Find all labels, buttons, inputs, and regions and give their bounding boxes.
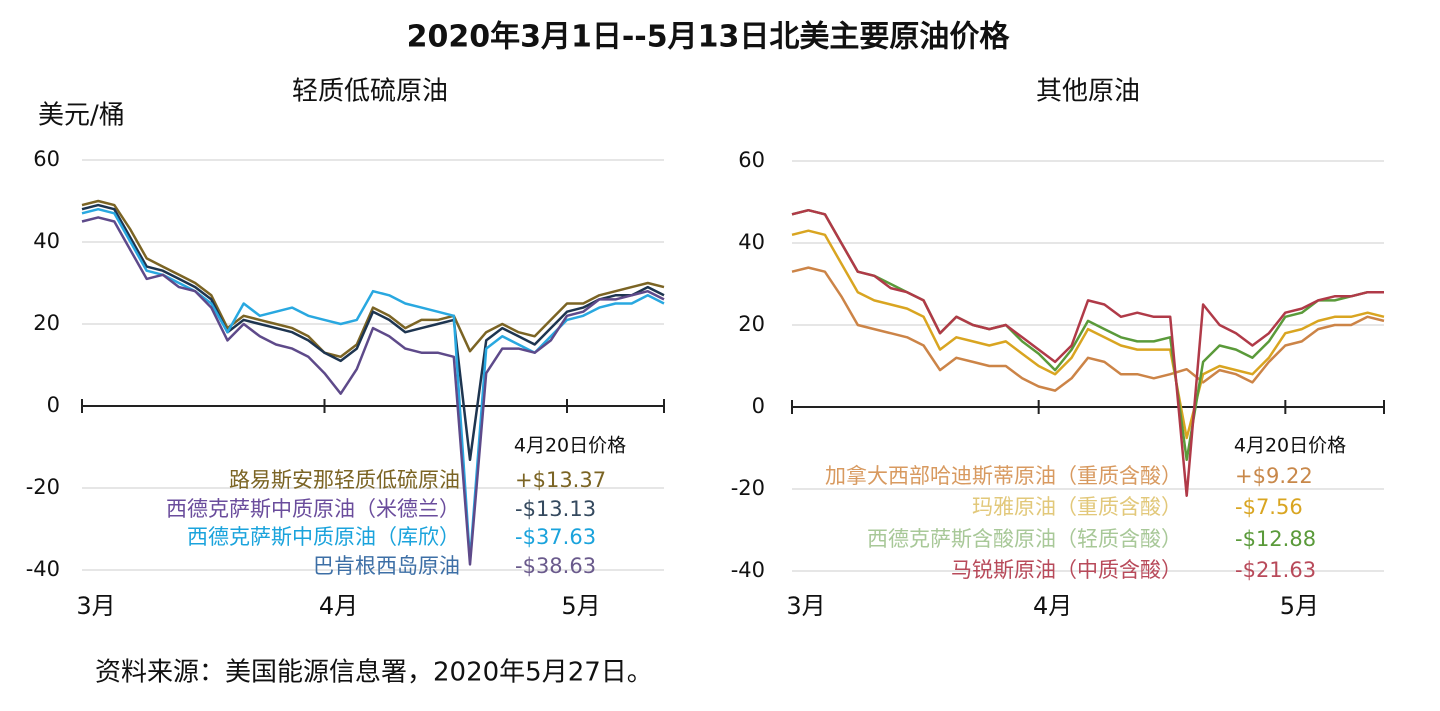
y-tick-label: 20: [33, 311, 60, 335]
legend-name: 西德克萨斯中质原油（库欣）: [187, 525, 460, 549]
legend-name: 西德克萨斯中质原油（米德兰）: [166, 497, 460, 521]
y-tick-label: -20: [731, 476, 765, 500]
annotation: 4月20日价格: [1234, 435, 1346, 457]
value-label: -$38.63: [515, 554, 596, 578]
y-tick-label: 0: [752, 394, 765, 418]
x-tick-label: 4月: [1033, 592, 1072, 620]
x-tick-label: 3月: [786, 592, 825, 620]
y-tick-label: -40: [731, 558, 765, 582]
value-label: +$13.37: [515, 468, 606, 492]
y-tick-label: 60: [738, 148, 765, 172]
x-tick-label: 5月: [1280, 592, 1319, 620]
source: 资料来源：美国能源信息署，2020年5月27日。: [95, 658, 653, 688]
series-line: [791, 229, 1385, 440]
x-tick-label: 4月: [319, 592, 358, 620]
y-tick-label: 20: [738, 312, 765, 336]
series-line: [81, 199, 665, 359]
y-tick-label: 40: [738, 230, 765, 254]
annotation: 4月20日价格: [514, 435, 626, 457]
value-label: -$7.56: [1235, 495, 1303, 519]
series-line: [791, 266, 1385, 392]
series-line: [791, 208, 1384, 462]
value-label: -$12.88: [1235, 527, 1316, 551]
value-label: -$37.63: [515, 525, 596, 549]
legend-name: 加拿大西部哈迪斯蒂原油（重质含酸）: [825, 464, 1182, 488]
series-line: [81, 216, 665, 566]
value-label: -$13.13: [515, 497, 596, 521]
series-line: [81, 203, 665, 462]
x-tick-label: 3月: [76, 592, 115, 620]
series-line: [791, 208, 1384, 497]
y-tick-label: 0: [47, 393, 60, 417]
chart-title: 轻质低硫原油: [292, 77, 448, 107]
series-line: [81, 207, 665, 562]
legend-name: 西德克萨斯含酸原油（轻质含酸）: [867, 527, 1182, 551]
legend-name: 巴肯根西岛原油: [313, 554, 460, 578]
main-title: 2020年3月1日--5月13日北美主要原油价格: [407, 20, 1011, 55]
legend-name: 路易斯安那轻质低硫原油: [229, 468, 460, 492]
legend-name: 玛雅原油（重质含酸）: [972, 495, 1182, 519]
chart-title: 其他原油: [1036, 77, 1140, 107]
y-tick-label: -20: [26, 475, 60, 499]
x-tick-label: 5月: [561, 592, 600, 620]
y-tick-label: -40: [26, 557, 60, 581]
value-label: -$21.63: [1235, 558, 1316, 582]
y-tick-label: 60: [33, 147, 60, 171]
legend-name: 马锐斯原油（中质含酸）: [951, 558, 1182, 582]
y-tick-label: 40: [33, 229, 60, 253]
y-axis-label: 美元/桶: [38, 101, 125, 131]
value-label: +$9.22: [1235, 464, 1313, 488]
